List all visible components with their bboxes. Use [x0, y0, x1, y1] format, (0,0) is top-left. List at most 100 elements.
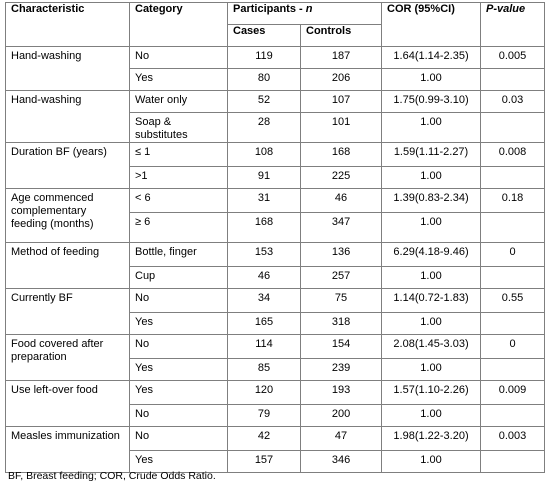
cell-characteristic: Food covered after preparation — [5, 334, 130, 381]
table-row: Yes 85 239 1.00 — [6, 358, 545, 381]
cell-cases: 119 — [227, 46, 301, 69]
cell-pvalue-empty — [480, 266, 545, 289]
cell-cases: 85 — [227, 358, 301, 381]
cell-cases: 34 — [227, 288, 301, 313]
cell-category: ≤ 1 — [129, 142, 228, 167]
table-header: Characteristic Category Participants - n… — [5, 2, 545, 47]
cell-pvalue: 0 — [480, 242, 545, 267]
cell-controls: 347 — [299, 212, 383, 243]
cell-pvalue: 0.003 — [480, 426, 545, 451]
cell-cases: 153 — [227, 242, 301, 267]
cell-category: Yes — [129, 358, 228, 381]
cell-category: No — [129, 426, 228, 451]
cell-cases: 42 — [227, 426, 301, 451]
cell-controls: 257 — [299, 266, 383, 289]
cell-cor: 1.14(0.72-1.83) — [381, 288, 482, 313]
cell-cases: 28 — [227, 112, 301, 143]
header-controls: Controls — [299, 24, 383, 47]
cell-cases: 120 — [227, 380, 301, 405]
header-characteristic: Characteristic — [5, 2, 130, 47]
cell-controls: 46 — [299, 188, 383, 213]
cell-cor: 1.75(0.99-3.10) — [381, 90, 482, 113]
cell-characteristic: Duration BF (years) — [5, 142, 130, 189]
cell-cases: 108 — [227, 142, 301, 167]
cell-category: Soap & substitutes — [129, 112, 228, 143]
header-cor: COR (95%CI) — [381, 2, 482, 47]
table-row: Cup 46 257 1.00 — [6, 266, 545, 289]
cell-controls: 239 — [299, 358, 383, 381]
cell-pvalue: 0.03 — [480, 90, 545, 113]
cell-pvalue-empty — [480, 212, 545, 243]
header-category: Category — [129, 2, 228, 47]
cell-cases: 79 — [227, 404, 301, 427]
cell-category: Yes — [129, 68, 228, 91]
cell-category: < 6 — [129, 188, 228, 213]
cell-characteristic: Age commenced complementary feeding (mon… — [5, 188, 130, 243]
cell-cor: 1.00 — [381, 112, 482, 143]
table-row: Food covered after preparation No 114 154 2.… — [5, 334, 545, 381]
table-footnote: BF, Breast feeding; COR, Crude Odds Rati… — [8, 470, 216, 482]
cell-category: Cup — [129, 266, 228, 289]
cell-cor: 1.57(1.10-2.26) — [381, 380, 482, 405]
cell-cases: 31 — [227, 188, 301, 213]
table-row: Yes 157 346 1.00 — [6, 450, 545, 473]
cell-cor: 1.98(1.22-3.20) — [381, 426, 482, 451]
cell-cor: 1.00 — [381, 266, 482, 289]
cell-controls: 346 — [299, 450, 383, 473]
table-row: Duration BF (years) ≤ 1 108 168 1.59(1.11-2.… — [5, 142, 545, 189]
cell-cases: 46 — [227, 266, 301, 289]
cell-controls: 107 — [299, 90, 383, 113]
header-participants-label: Participants - — [233, 3, 306, 16]
table-row: Currently BF No 34 75 1.14(0.72-1.83) 0.55 — [5, 288, 545, 335]
cell-cases: 114 — [227, 334, 301, 359]
cell-category: Yes — [129, 380, 228, 405]
cell-cor: 1.00 — [381, 450, 482, 473]
cell-controls: 168 — [299, 142, 383, 167]
cell-characteristic: Hand-washing — [5, 46, 130, 91]
table-row: Hand-washing Water only 52 107 1.75(0.99-3.1… — [5, 90, 545, 143]
cell-controls: 225 — [299, 166, 383, 189]
cell-cases: 168 — [227, 212, 301, 243]
cell-cor: 1.00 — [381, 212, 482, 243]
cell-cor: 1.64(1.14-2.35) — [381, 46, 482, 69]
cell-controls: 318 — [299, 312, 383, 335]
cell-characteristic: Use left-over food — [5, 380, 130, 427]
cell-pvalue-empty — [480, 166, 545, 189]
cell-controls: 206 — [299, 68, 383, 91]
cell-cases: 165 — [227, 312, 301, 335]
cell-controls: 200 — [299, 404, 383, 427]
cell-pvalue-empty — [480, 312, 545, 335]
cell-characteristic: Measles immunization — [5, 426, 130, 473]
table-row: >1 91 225 1.00 — [6, 166, 545, 189]
cell-pvalue: 0.005 — [480, 46, 545, 69]
cell-characteristic: Method of feeding — [5, 242, 130, 289]
table-row: Age commenced complementary feeding (mon… — [5, 188, 545, 243]
table-row: Soap & substitutes 28 101 1.00 — [6, 112, 545, 143]
cell-pvalue-empty — [480, 358, 545, 381]
cell-controls: 75 — [299, 288, 383, 313]
cell-pvalue-empty — [480, 450, 545, 473]
table-row: Hand-washing No 119 187 1.64(1.14-2.35) 0.005 — [5, 46, 545, 91]
cell-cases: 91 — [227, 166, 301, 189]
cell-category: Yes — [129, 312, 228, 335]
cell-category: >1 — [129, 166, 228, 189]
cell-category: ≥ 6 — [129, 212, 228, 243]
cell-cor: 1.00 — [381, 68, 482, 91]
cell-pvalue-empty — [480, 404, 545, 427]
cell-category: Water only — [129, 90, 228, 113]
cell-characteristic: Currently BF — [5, 288, 130, 335]
table-body: Hand-washing No 119 187 1.64(1.14-2.35) 0.005… — [5, 46, 545, 473]
cell-category: No — [129, 334, 228, 359]
cell-cor: 1.00 — [381, 358, 482, 381]
cell-cor: 1.00 — [381, 312, 482, 335]
cell-pvalue: 0.008 — [480, 142, 545, 167]
cell-category: Bottle, finger — [129, 242, 228, 267]
header-participants-n: n — [305, 3, 313, 16]
table-row: ≥ 6 168 347 1.00 — [6, 212, 545, 243]
cell-cases: 157 — [227, 450, 301, 473]
header-participants: Participants - n — [226, 2, 383, 25]
cell-controls: 101 — [299, 112, 383, 143]
cell-controls: 187 — [299, 46, 383, 69]
cell-cases: 80 — [227, 68, 301, 91]
cell-cor: 1.39(0.83-2.34) — [381, 188, 482, 213]
